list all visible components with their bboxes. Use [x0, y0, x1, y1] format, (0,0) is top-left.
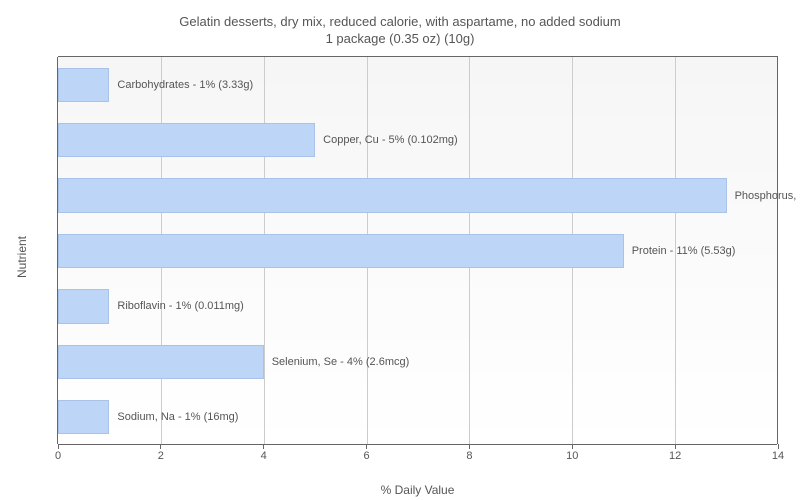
- y-axis-line: [57, 57, 58, 444]
- x-tick-mark: [366, 444, 367, 449]
- x-tick-mark: [675, 444, 676, 449]
- bar: [58, 400, 109, 434]
- x-tick-mark: [160, 444, 161, 449]
- x-tick-mark: [572, 444, 573, 449]
- chart-title: Gelatin desserts, dry mix, reduced calor…: [0, 14, 800, 48]
- bar: [58, 289, 109, 323]
- x-tick-label: 8: [466, 450, 472, 462]
- chart-title-line1: Gelatin desserts, dry mix, reduced calor…: [0, 14, 800, 31]
- y-axis-label: Nutrient: [15, 236, 29, 278]
- x-tick-label: 4: [261, 450, 267, 462]
- x-axis-line: [58, 444, 777, 445]
- x-tick-label: 0: [55, 450, 61, 462]
- bar-label: Phosphorus, P - 13% (129mg): [735, 190, 800, 202]
- bar: [58, 68, 109, 102]
- bar-label: Protein - 11% (5.53g): [632, 245, 736, 257]
- x-tick-mark: [58, 444, 59, 449]
- bar: [58, 345, 264, 379]
- x-tick-label: 6: [364, 450, 370, 462]
- x-axis-label: % Daily Value: [381, 483, 455, 497]
- x-tick-label: 14: [772, 450, 784, 462]
- bar-label: Carbohydrates - 1% (3.33g): [117, 79, 253, 91]
- bar: [58, 123, 315, 157]
- x-tick-label: 12: [669, 450, 681, 462]
- x-tick-mark: [263, 444, 264, 449]
- chart-title-line2: 1 package (0.35 oz) (10g): [0, 31, 800, 48]
- x-tick-label: 2: [158, 450, 164, 462]
- x-tick-mark: [778, 444, 779, 449]
- chart-container: Gelatin desserts, dry mix, reduced calor…: [0, 0, 800, 500]
- bar-label: Riboflavin - 1% (0.011mg): [117, 300, 243, 312]
- bar-label: Copper, Cu - 5% (0.102mg): [323, 134, 458, 146]
- bar-label: Selenium, Se - 4% (2.6mcg): [272, 356, 410, 368]
- bar-label: Sodium, Na - 1% (16mg): [117, 411, 238, 423]
- bar: [58, 178, 727, 212]
- bar: [58, 234, 624, 268]
- x-tick-label: 10: [566, 450, 578, 462]
- x-tick-mark: [469, 444, 470, 449]
- plot-area: Carbohydrates - 1% (3.33g) Copper, Cu - 5…: [58, 56, 778, 444]
